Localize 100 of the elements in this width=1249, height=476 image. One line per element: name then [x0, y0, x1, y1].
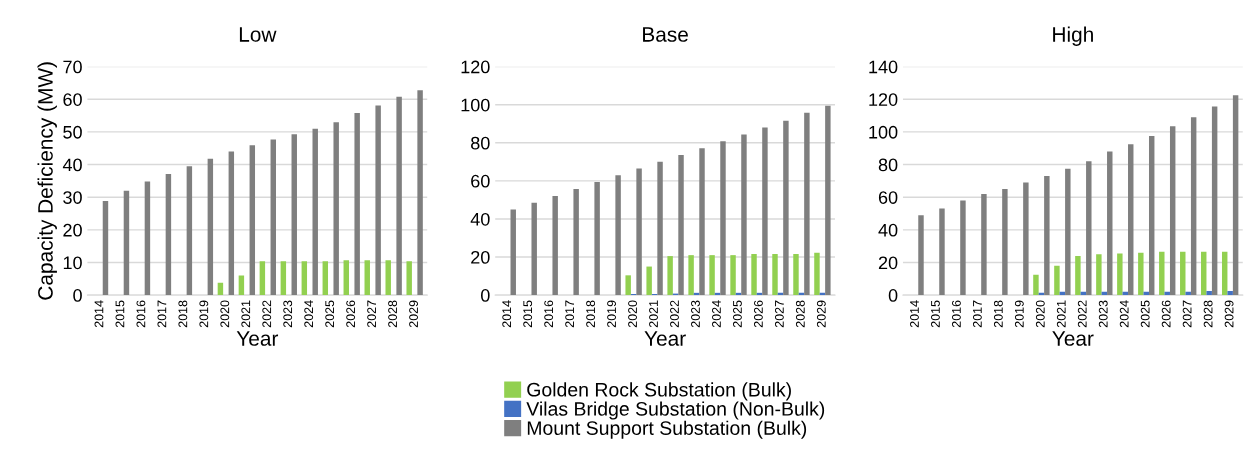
chart-title: High [1053, 26, 1093, 46]
x-tick-label: 2024 [1119, 300, 1129, 328]
bar [720, 141, 726, 296]
x-tick-label: 2020 [220, 300, 230, 328]
x-tick-label: 2027 [367, 300, 377, 328]
x-tick-label: 2019 [199, 300, 209, 328]
legend-label: Vilas Bridge Substation (Non-Bulk) [526, 401, 825, 420]
x-tick-label: 2025 [325, 300, 335, 328]
bar [825, 105, 831, 296]
x-tick-label: 2015 [931, 300, 940, 328]
bar [259, 261, 266, 296]
bar [667, 256, 673, 296]
x-tick-label: 2014 [94, 300, 104, 328]
x-tick-label: 2024 [712, 300, 721, 328]
x-tick-label: 2018 [993, 300, 1003, 328]
bar [396, 96, 402, 296]
bar [343, 260, 349, 296]
bar [510, 209, 516, 296]
x-tick-label: 2026 [753, 300, 763, 328]
bar [1211, 106, 1218, 296]
bar [1117, 253, 1123, 296]
y-tick-label: 10 [63, 256, 82, 270]
bar [417, 90, 423, 296]
x-tick-label: 2018 [178, 300, 188, 328]
bar [762, 127, 768, 296]
y-tick-label: 100 [461, 98, 490, 112]
bar [552, 196, 558, 296]
bar [301, 261, 308, 296]
y-tick-label: 0 [73, 289, 82, 302]
bar [322, 261, 329, 296]
x-tick-label: 2016 [544, 300, 554, 328]
x-tick-label: 2023 [691, 300, 700, 328]
legend-label: Mount Support Substation (Bulk) [527, 420, 807, 439]
x-tick-label: 2025 [733, 300, 742, 328]
x-tick-label: 2021 [241, 300, 251, 328]
bar [657, 161, 663, 296]
bar [772, 253, 778, 296]
chart-title: Base [643, 27, 688, 42]
x-tick-label: 2029 [816, 300, 826, 328]
bar [615, 175, 621, 296]
x-tick-label: 2026 [346, 300, 356, 328]
x-tick-label: 2018 [586, 300, 596, 328]
y-tick-label: 70 [63, 60, 82, 74]
y-tick-label: 50 [63, 125, 82, 139]
bar [730, 255, 736, 296]
bar [573, 189, 579, 296]
bar [625, 275, 631, 296]
x-tick-label: 2017 [565, 300, 575, 328]
bar [709, 255, 715, 296]
bar [636, 168, 642, 296]
bar [228, 151, 235, 296]
y-tick-label: 0 [888, 289, 898, 302]
x-tick-label: 2022 [262, 300, 272, 328]
bar [783, 120, 789, 296]
y-tick-label: 120 [869, 93, 898, 106]
bar [1159, 251, 1165, 296]
x-tick-label: 2025 [1140, 300, 1150, 328]
y-tick-label: 30 [63, 191, 82, 204]
x-tick-label: 2019 [1014, 300, 1024, 328]
x-tick-label: 2021 [649, 300, 658, 328]
x-tick-label: 2028 [1203, 300, 1213, 328]
y-tick-label: 20 [878, 256, 898, 270]
bar [1075, 255, 1081, 296]
x-tick-label: 2014 [502, 300, 512, 328]
bar [1201, 251, 1207, 296]
bar [1169, 126, 1176, 296]
bar [1002, 189, 1008, 296]
bar [1096, 254, 1102, 296]
bar [123, 190, 130, 296]
x-axis-title: Year [236, 331, 279, 346]
y-tick-label: 0 [481, 289, 490, 302]
bar [751, 253, 757, 296]
bar [1054, 265, 1060, 296]
bar [1232, 95, 1239, 296]
bar [364, 260, 370, 296]
bar [1227, 291, 1233, 296]
bar [814, 252, 820, 296]
x-axis-title: Year [1052, 331, 1094, 346]
bar [678, 154, 684, 296]
bar [1185, 291, 1191, 296]
y-tick-label: 120 [461, 60, 490, 74]
bar [804, 112, 810, 296]
y-tick-label: 20 [63, 223, 82, 237]
x-tick-label: 2024 [304, 300, 314, 328]
y-tick-label: 140 [869, 60, 898, 74]
y-tick-label: 40 [62, 158, 82, 172]
x-tick-label: 2023 [1098, 300, 1108, 328]
bar [186, 166, 193, 296]
x-tick-label: 2015 [523, 300, 533, 328]
x-tick-label: 2023 [283, 300, 293, 328]
bar [207, 158, 214, 296]
bar [1044, 175, 1050, 296]
x-tick-label: 2028 [388, 300, 398, 328]
bar [144, 181, 151, 296]
bar [741, 134, 747, 296]
bar [249, 145, 256, 296]
y-tick-label: 60 [63, 93, 82, 106]
bar [375, 105, 381, 296]
x-tick-label: 2029 [1224, 300, 1234, 328]
x-tick-label: 2020 [1035, 300, 1045, 328]
